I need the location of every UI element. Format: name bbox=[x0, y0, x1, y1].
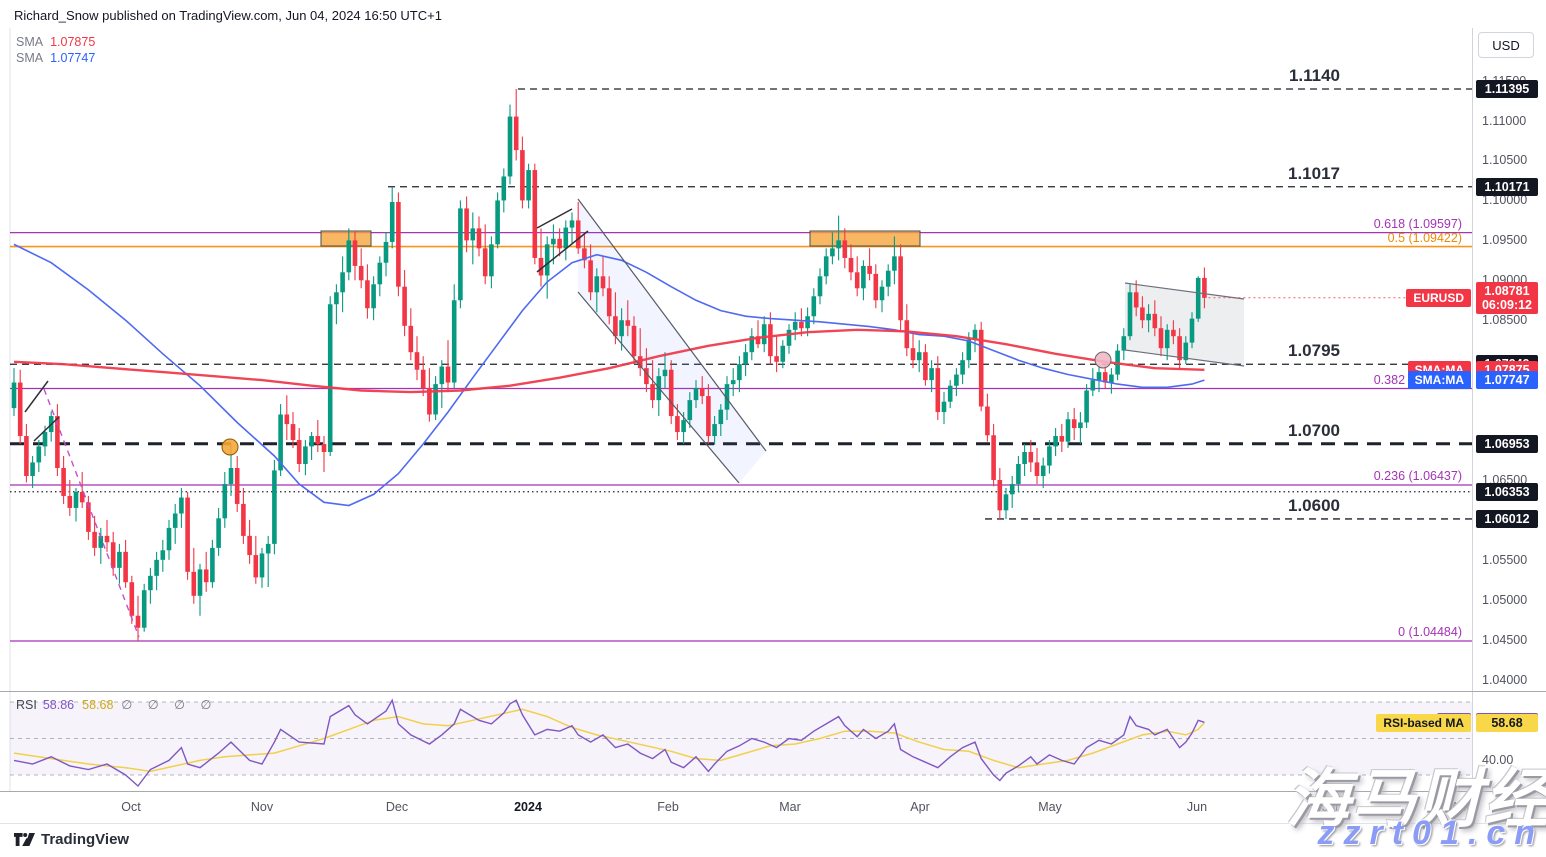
series-price-label-2: 1.07747 bbox=[1476, 371, 1538, 389]
time-axis-Mar[interactable]: Mar bbox=[779, 800, 801, 814]
fib-label-3: 0.236 (1.06437) bbox=[1373, 469, 1462, 483]
watermark-url: zzrt01.cn bbox=[1317, 814, 1544, 852]
time-axis-Nov[interactable]: Nov bbox=[250, 800, 274, 814]
price-tick-1.10500: 1.10500 bbox=[1482, 153, 1528, 167]
rsi-ma-line bbox=[13, 708, 1205, 773]
level-text-1.0700: 1.0700 bbox=[1288, 421, 1340, 440]
rsi-legend-value: 58.86 bbox=[42, 698, 75, 712]
rsi-legend-label: RSI bbox=[16, 698, 37, 712]
channel-line-1-0 bbox=[1124, 282, 1245, 300]
price-level-label-1.06953: 1.06953 bbox=[1476, 435, 1538, 453]
price-level-label-1.11395: 1.11395 bbox=[1476, 80, 1538, 98]
level-text-1.1017: 1.1017 bbox=[1288, 164, 1340, 183]
price-tick-1.10000: 1.10000 bbox=[1482, 193, 1528, 207]
trendline-0 bbox=[43, 388, 140, 638]
price-level-label-1.10171: 1.10171 bbox=[1476, 178, 1538, 196]
edge-tag-eurusd: EURUSD bbox=[1406, 289, 1471, 307]
edge-tag-rsi-based-ma: RSI-based MA bbox=[1376, 714, 1471, 732]
candles-group bbox=[11, 89, 1207, 642]
price-level-label-1.06012: 1.06012 bbox=[1476, 510, 1538, 528]
indicator-legend: SMA 1.07875 SMA 1.07747 bbox=[16, 34, 95, 66]
rsi-legend[interactable]: RSI 58.86 58.68 ∅ ∅ ∅ ∅ bbox=[16, 697, 217, 712]
sma-legend-row-1[interactable]: SMA 1.07875 bbox=[16, 34, 95, 50]
time-axis-Feb[interactable]: Feb bbox=[657, 800, 679, 814]
sma-legend-row-2[interactable]: SMA 1.07747 bbox=[16, 50, 95, 66]
marker-circle-0 bbox=[221, 438, 239, 456]
watermark-cn: 海马财经 bbox=[1286, 763, 1546, 835]
time-axis-Dec[interactable]: Dec bbox=[385, 800, 409, 814]
rsi-scale-tick: 40.00 bbox=[1482, 753, 1514, 767]
time-axis-Apr[interactable]: Apr bbox=[910, 800, 930, 814]
price-tick-1.05000: 1.05000 bbox=[1482, 593, 1528, 607]
sma-red-line bbox=[13, 328, 1205, 394]
price-tick-1.09500: 1.09500 bbox=[1482, 233, 1528, 247]
currency-toggle-button[interactable]: USD bbox=[1478, 32, 1534, 58]
tradingview-brand-text: TradingView bbox=[41, 831, 130, 848]
fib-label-4: 0 (1.04484) bbox=[1398, 625, 1462, 639]
tradingview-brand[interactable]: TradingView bbox=[14, 831, 129, 848]
trendline-2 bbox=[33, 416, 60, 442]
pane-separator-bottom[interactable] bbox=[0, 791, 1546, 792]
price-tick-1.05500: 1.05500 bbox=[1482, 553, 1528, 567]
time-axis-Aug[interactable]: Aug bbox=[1450, 800, 1474, 814]
trendline-3 bbox=[536, 208, 573, 229]
time-axis-2024[interactable]: 2024 bbox=[514, 800, 542, 814]
trendline-1 bbox=[24, 380, 49, 413]
sma-blue-line bbox=[13, 243, 1205, 507]
trendline-4 bbox=[536, 230, 589, 273]
channel-line-0-0 bbox=[577, 198, 767, 452]
channel-line-0-1 bbox=[577, 291, 740, 484]
series-price-label-0: 1.08781 06:09:12 bbox=[1476, 282, 1538, 314]
price-level-label-1.06353: 1.06353 bbox=[1476, 483, 1538, 501]
time-axis-Jul[interactable]: Jul bbox=[1322, 800, 1338, 814]
sma2-label: SMA bbox=[16, 51, 44, 65]
rsi-scale-label-1: 58.68 bbox=[1476, 714, 1538, 732]
price-tick-1.04000: 1.04000 bbox=[1482, 673, 1528, 687]
time-axis-May[interactable]: May bbox=[1038, 800, 1062, 814]
level-text-1.1140: 1.1140 bbox=[1288, 66, 1340, 85]
level-text-1.0600: 1.0600 bbox=[1288, 496, 1340, 515]
rsi-ma-legend-value: 58.68 bbox=[82, 698, 114, 712]
price-scale[interactable] bbox=[1472, 28, 1546, 793]
supply-zone-1 bbox=[809, 230, 921, 247]
rsi-line bbox=[13, 698, 1205, 788]
time-axis-Oct[interactable]: Oct bbox=[121, 800, 141, 814]
time-axis-Jun[interactable]: Jun bbox=[1186, 800, 1208, 814]
tradingview-logo-icon bbox=[14, 832, 35, 846]
supply-zone-0 bbox=[320, 230, 372, 247]
price-tick-1.11000: 1.11000 bbox=[1482, 114, 1527, 128]
level-text-1.0795: 1.0795 bbox=[1288, 341, 1340, 360]
channel-line-1-1 bbox=[1124, 349, 1245, 367]
publish-attribution: Richard_Snow published on TradingView.co… bbox=[14, 8, 442, 23]
marker-circle-1 bbox=[1094, 351, 1112, 369]
fib-label-0: 0.618 (1.09597) bbox=[1373, 217, 1462, 231]
price-tick-1.08500: 1.08500 bbox=[1482, 313, 1528, 327]
pane-separator-top[interactable] bbox=[0, 691, 1546, 692]
fib-label-1: 0.5 (1.09422) bbox=[1387, 231, 1462, 245]
sma2-value: 1.07747 bbox=[50, 51, 96, 65]
rsi-empty-params: ∅ ∅ ∅ ∅ bbox=[121, 698, 218, 712]
sma1-value: 1.07875 bbox=[50, 35, 96, 49]
edge-tag-sma-ma: SMA:MA bbox=[1407, 371, 1471, 389]
time-axis-border bbox=[0, 823, 1546, 824]
sma1-label: SMA bbox=[16, 35, 44, 49]
price-tick-1.04500: 1.04500 bbox=[1482, 633, 1528, 647]
